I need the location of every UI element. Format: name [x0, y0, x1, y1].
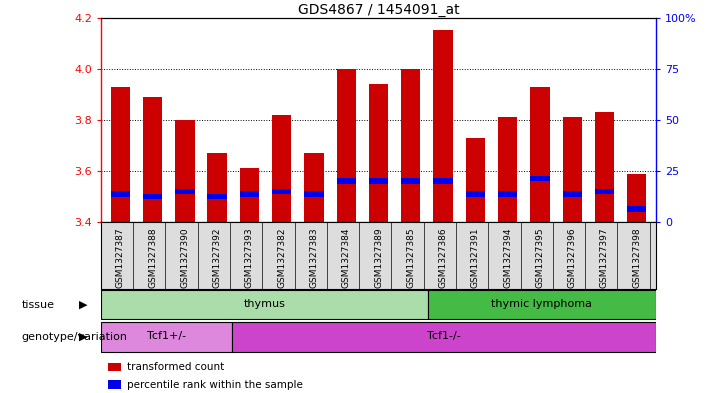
Text: GSM1327385: GSM1327385 — [407, 228, 415, 288]
Bar — [433, 178, 453, 184]
Text: tissue: tissue — [22, 299, 55, 310]
Text: GSM1327393: GSM1327393 — [245, 228, 254, 288]
Text: GSM1327389: GSM1327389 — [374, 228, 383, 288]
Bar — [143, 97, 162, 222]
Text: GSM1327383: GSM1327383 — [309, 228, 319, 288]
Text: GSM1327387: GSM1327387 — [116, 228, 125, 288]
Text: GSM1327388: GSM1327388 — [148, 228, 157, 288]
Bar — [401, 178, 420, 184]
Text: Tcf1-/-: Tcf1-/- — [427, 331, 461, 342]
Text: Tcf1+/-: Tcf1+/- — [146, 331, 186, 342]
Bar — [595, 112, 614, 222]
Bar — [562, 117, 582, 222]
Bar — [498, 117, 517, 222]
Text: ▶: ▶ — [79, 332, 87, 342]
Bar — [337, 69, 356, 222]
Bar — [110, 86, 130, 222]
Bar — [369, 178, 388, 184]
Text: GSM1327398: GSM1327398 — [632, 228, 641, 288]
Text: genotype/variation: genotype/variation — [22, 332, 128, 342]
Bar — [498, 191, 517, 197]
Bar — [369, 84, 388, 222]
Bar — [530, 176, 549, 182]
Bar — [304, 153, 324, 222]
Text: GSM1327396: GSM1327396 — [567, 228, 577, 288]
Text: GSM1327382: GSM1327382 — [277, 228, 286, 288]
Bar — [208, 194, 227, 199]
Text: ▶: ▶ — [79, 299, 87, 310]
Bar — [239, 168, 259, 222]
Text: GSM1327395: GSM1327395 — [536, 228, 544, 288]
Bar — [239, 191, 259, 197]
Text: thymic lymphoma: thymic lymphoma — [491, 299, 593, 309]
Text: GSM1327394: GSM1327394 — [503, 228, 512, 288]
Bar — [175, 189, 195, 194]
Title: GDS4867 / 1454091_at: GDS4867 / 1454091_at — [298, 3, 459, 17]
Bar — [627, 173, 647, 222]
Bar — [562, 191, 582, 197]
Bar — [428, 290, 656, 319]
Bar — [101, 322, 231, 352]
Text: transformed count: transformed count — [127, 362, 224, 372]
Bar — [272, 115, 291, 222]
Bar — [401, 69, 420, 222]
Bar — [101, 290, 428, 319]
Text: GSM1327391: GSM1327391 — [471, 228, 480, 288]
Text: percentile rank within the sample: percentile rank within the sample — [127, 380, 303, 390]
Text: GSM1327392: GSM1327392 — [213, 228, 221, 288]
Bar — [208, 153, 227, 222]
Bar — [433, 30, 453, 222]
Bar — [337, 178, 356, 184]
Text: GSM1327397: GSM1327397 — [600, 228, 609, 288]
Text: GSM1327384: GSM1327384 — [342, 228, 350, 288]
Bar — [304, 191, 324, 197]
Text: GSM1327386: GSM1327386 — [438, 228, 448, 288]
Bar — [110, 191, 130, 197]
Bar — [143, 194, 162, 199]
Bar — [272, 189, 291, 194]
Text: thymus: thymus — [243, 299, 286, 309]
Bar — [231, 322, 656, 352]
Text: GSM1327390: GSM1327390 — [180, 228, 190, 288]
Bar — [530, 86, 549, 222]
Bar — [466, 191, 485, 197]
Bar — [595, 189, 614, 194]
Bar — [627, 206, 647, 212]
Bar — [175, 120, 195, 222]
Bar — [466, 138, 485, 222]
